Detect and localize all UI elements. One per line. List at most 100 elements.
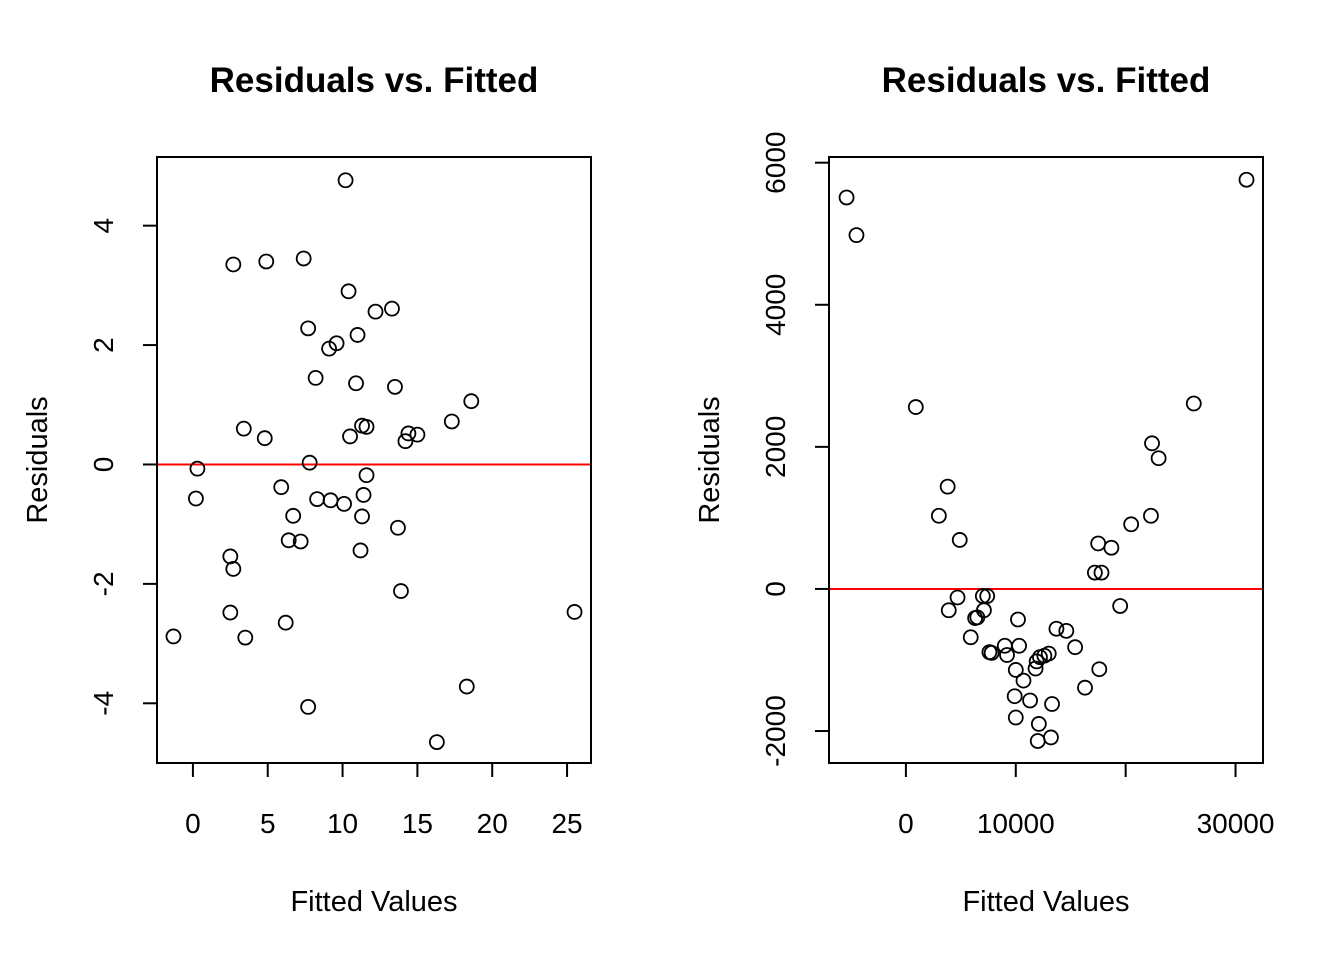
data-point	[322, 492, 339, 509]
data-point	[1015, 672, 1032, 689]
data-point	[1185, 395, 1202, 412]
data-point	[428, 734, 445, 751]
data-point	[352, 542, 369, 559]
x-axis-label: Fitted Values	[962, 886, 1129, 918]
data-point	[463, 393, 480, 410]
x-tick-label: 25	[551, 808, 582, 839]
x-tick-label: 0	[898, 808, 914, 839]
data-point	[1093, 564, 1110, 581]
x-tick-label: 5	[260, 808, 276, 839]
data-point	[949, 589, 966, 606]
data-point	[409, 426, 426, 443]
data-point	[1044, 696, 1060, 712]
data-point	[225, 561, 242, 577]
data-point	[367, 303, 384, 320]
data-points	[838, 171, 1255, 749]
x-tick-label: 30000	[1197, 808, 1275, 839]
x-tick-label: 15	[402, 808, 433, 839]
data-point	[397, 433, 414, 450]
data-point	[1144, 435, 1160, 452]
data-point	[309, 491, 326, 508]
plot-frame	[156, 156, 592, 764]
data-point	[1112, 598, 1129, 614]
data-point	[237, 629, 254, 646]
y-tick-label: 2	[88, 337, 119, 353]
data-point	[348, 375, 364, 392]
data-point	[342, 428, 358, 445]
data-point	[340, 283, 357, 300]
data-point	[443, 413, 460, 430]
data-point	[222, 604, 239, 621]
y-axis-label: Residuals	[22, 396, 54, 523]
x-axis-ticks: 0 10000 30000	[898, 762, 1275, 839]
data-point	[848, 227, 865, 244]
data-point	[400, 425, 417, 442]
data-point	[1006, 688, 1023, 705]
data-point	[1077, 679, 1093, 696]
data-point	[1058, 622, 1075, 639]
data-point	[940, 602, 957, 619]
data-point	[355, 487, 372, 503]
data-point	[907, 399, 924, 415]
data-point	[1011, 637, 1027, 654]
data-point	[328, 335, 345, 352]
data-point	[1143, 507, 1159, 524]
data-points	[165, 172, 583, 751]
y-tick-label: 2000	[760, 416, 791, 478]
data-point	[301, 454, 318, 471]
data-point	[1090, 535, 1107, 552]
data-point	[307, 370, 324, 386]
y-axis-ticks: -2000 0 2000 4000 6000	[760, 132, 830, 767]
data-point	[1040, 645, 1057, 662]
data-point	[280, 532, 297, 549]
y-tick-label: 0	[88, 457, 119, 473]
data-point	[566, 604, 583, 620]
y-tick-label: 0	[760, 581, 791, 597]
x-axis-label: Fitted Values	[290, 886, 457, 918]
data-point	[384, 300, 400, 317]
y-tick-label: 6000	[760, 132, 791, 194]
x-tick-label: 0	[185, 808, 201, 839]
data-point	[983, 644, 1000, 661]
y-tick-label: -2	[88, 571, 119, 596]
data-point	[1150, 450, 1167, 467]
data-point	[285, 507, 302, 524]
y-axis-label: Residuals	[694, 396, 726, 523]
data-point	[1086, 564, 1103, 581]
data-point	[189, 460, 206, 477]
data-point	[999, 647, 1015, 663]
y-tick-label: 4	[88, 218, 119, 234]
data-point	[1022, 692, 1038, 709]
data-point	[354, 508, 370, 525]
data-point	[1091, 661, 1108, 678]
data-point	[1067, 639, 1084, 656]
data-point	[300, 698, 317, 715]
data-point	[300, 320, 317, 337]
y-tick-label: -2000	[760, 695, 791, 767]
data-point	[165, 628, 182, 645]
left-scatter-panel: Residuals vs. Fitted Fitted Values Resid…	[22, 61, 592, 918]
data-point	[292, 533, 309, 550]
x-tick-label: 10	[327, 808, 358, 839]
y-tick-label: 4000	[760, 274, 791, 336]
data-point	[188, 490, 204, 507]
data-point	[256, 430, 273, 447]
data-point	[1029, 733, 1046, 749]
data-point	[1103, 539, 1120, 556]
data-point	[277, 614, 294, 631]
data-point	[1030, 716, 1047, 732]
x-axis-ticks: 0 5 10 15 20 25	[185, 762, 583, 839]
data-point	[1048, 620, 1065, 637]
data-point	[1043, 729, 1059, 746]
data-point	[1007, 662, 1024, 678]
data-point	[225, 256, 242, 273]
chart-title: Residuals vs. Fitted	[882, 61, 1211, 100]
data-point	[295, 250, 312, 267]
data-point	[273, 479, 290, 496]
data-point	[979, 588, 996, 604]
data-point	[458, 678, 475, 695]
data-point	[358, 467, 375, 484]
x-tick-label: 20	[477, 808, 508, 839]
data-point	[393, 583, 409, 599]
